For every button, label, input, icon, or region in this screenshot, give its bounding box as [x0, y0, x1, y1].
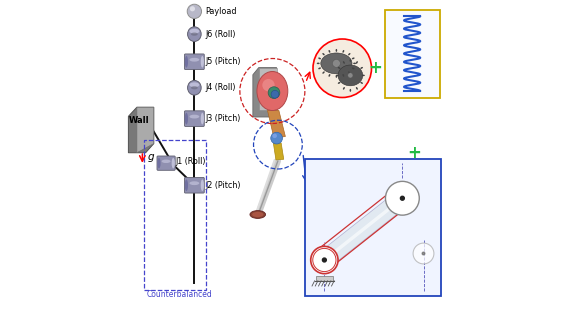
- Bar: [316, 276, 332, 281]
- Polygon shape: [137, 107, 154, 153]
- Polygon shape: [267, 111, 285, 138]
- Ellipse shape: [338, 65, 363, 86]
- Text: Payload: Payload: [205, 7, 237, 16]
- Ellipse shape: [348, 53, 351, 55]
- Ellipse shape: [343, 61, 345, 64]
- Circle shape: [311, 246, 338, 274]
- Ellipse shape: [172, 158, 175, 168]
- Polygon shape: [259, 68, 277, 110]
- Ellipse shape: [188, 27, 201, 41]
- Ellipse shape: [343, 87, 345, 90]
- Ellipse shape: [189, 83, 199, 87]
- Ellipse shape: [185, 56, 188, 68]
- Ellipse shape: [189, 58, 199, 62]
- Polygon shape: [273, 143, 284, 160]
- Ellipse shape: [356, 61, 358, 64]
- Ellipse shape: [162, 160, 170, 163]
- Circle shape: [323, 258, 327, 262]
- Circle shape: [273, 134, 277, 138]
- Circle shape: [401, 196, 404, 200]
- Ellipse shape: [343, 50, 344, 53]
- Circle shape: [348, 73, 353, 78]
- Circle shape: [187, 4, 201, 19]
- Circle shape: [313, 39, 371, 98]
- Ellipse shape: [317, 62, 320, 64]
- Ellipse shape: [343, 74, 344, 77]
- Ellipse shape: [262, 79, 274, 91]
- Circle shape: [271, 90, 279, 98]
- Text: J1 (Roll): J1 (Roll): [175, 157, 205, 166]
- Ellipse shape: [352, 58, 355, 59]
- Ellipse shape: [185, 113, 188, 124]
- Ellipse shape: [360, 67, 363, 69]
- Ellipse shape: [356, 87, 358, 90]
- Ellipse shape: [191, 86, 198, 89]
- FancyBboxPatch shape: [184, 111, 204, 126]
- Ellipse shape: [157, 158, 161, 168]
- Ellipse shape: [201, 179, 204, 191]
- Ellipse shape: [336, 74, 339, 76]
- Circle shape: [271, 132, 282, 144]
- Ellipse shape: [189, 29, 199, 33]
- Polygon shape: [253, 68, 277, 117]
- Ellipse shape: [323, 53, 325, 55]
- Ellipse shape: [336, 49, 337, 52]
- Bar: [144, 140, 207, 290]
- Circle shape: [190, 6, 195, 11]
- Ellipse shape: [252, 212, 263, 217]
- Ellipse shape: [250, 211, 266, 218]
- Text: J6 (Roll): J6 (Roll): [205, 30, 236, 39]
- Polygon shape: [324, 197, 404, 261]
- Ellipse shape: [362, 74, 365, 76]
- Ellipse shape: [321, 53, 352, 74]
- Ellipse shape: [318, 67, 321, 69]
- Circle shape: [386, 181, 419, 215]
- Ellipse shape: [318, 58, 321, 59]
- Text: J2 (Pitch): J2 (Pitch): [205, 181, 241, 190]
- Ellipse shape: [350, 59, 351, 62]
- Bar: [305, 159, 441, 296]
- Ellipse shape: [353, 62, 356, 64]
- FancyBboxPatch shape: [184, 54, 204, 70]
- Circle shape: [413, 243, 434, 264]
- Text: J5 (Pitch): J5 (Pitch): [205, 57, 241, 66]
- Circle shape: [422, 252, 425, 255]
- Text: $g$: $g$: [146, 152, 155, 164]
- Ellipse shape: [323, 72, 325, 74]
- Ellipse shape: [360, 82, 363, 84]
- Ellipse shape: [257, 72, 288, 110]
- Ellipse shape: [328, 50, 331, 53]
- Ellipse shape: [352, 67, 355, 69]
- Text: Wall: Wall: [129, 116, 149, 125]
- Ellipse shape: [188, 81, 201, 95]
- Ellipse shape: [338, 67, 340, 69]
- Ellipse shape: [189, 181, 199, 185]
- Circle shape: [268, 87, 280, 98]
- Ellipse shape: [189, 115, 199, 119]
- Text: J4 (Roll): J4 (Roll): [205, 83, 236, 92]
- Text: +: +: [368, 59, 382, 77]
- Ellipse shape: [201, 56, 204, 68]
- Polygon shape: [319, 191, 408, 267]
- Ellipse shape: [336, 75, 337, 78]
- Ellipse shape: [201, 113, 204, 124]
- Text: +: +: [407, 144, 421, 162]
- Circle shape: [332, 59, 340, 67]
- Ellipse shape: [348, 72, 351, 74]
- Polygon shape: [129, 107, 154, 153]
- Bar: [385, 10, 440, 98]
- Text: Counterbalanced: Counterbalanced: [146, 290, 212, 299]
- Ellipse shape: [191, 32, 198, 36]
- Ellipse shape: [350, 89, 351, 92]
- Ellipse shape: [328, 74, 331, 77]
- Ellipse shape: [338, 82, 340, 84]
- Ellipse shape: [185, 179, 188, 191]
- Text: J3 (Pitch): J3 (Pitch): [205, 114, 241, 123]
- FancyBboxPatch shape: [184, 177, 204, 193]
- FancyBboxPatch shape: [157, 156, 175, 170]
